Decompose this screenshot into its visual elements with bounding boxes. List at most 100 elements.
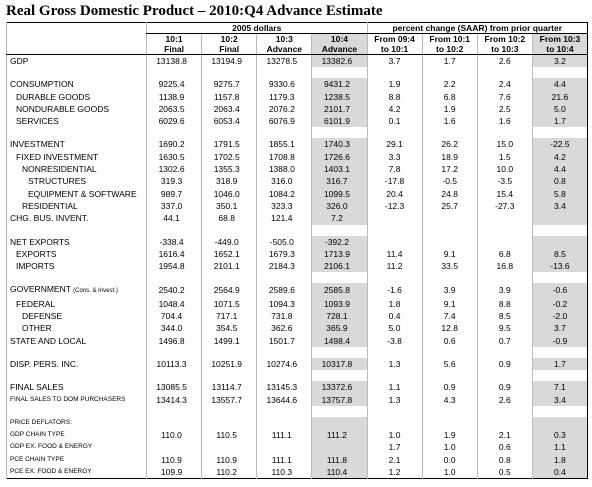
cell [421,416,478,430]
spacer-cell [201,127,257,139]
cell: 16.8 [476,260,533,273]
cell: 0.4 [366,310,423,323]
row-label: NET EXPORTS [6,235,147,248]
data-row: CHG. BUS. INVENT. 44.1 68.8 121.4 7.2 [6,212,588,225]
label-text: GDP CHAIN TYPE [10,431,65,439]
cell: 9225.4 [145,78,202,91]
gdp-table: 2005 dollars percent change (SAAR) from … [6,22,588,480]
group-header: 2005 dollars [146,22,367,34]
cell: 13372.6 [311,381,367,394]
cell: 1355.3 [201,163,257,176]
cell [421,235,478,248]
cell: -12.3 [366,199,423,213]
corner [6,22,147,34]
cell: 1713.9 [311,247,367,261]
cell: 13278.5 [256,54,312,68]
spacer [6,346,588,358]
cell: 1388.0 [256,163,312,176]
cell: 15.4 [476,187,533,200]
cell: 1.6 [476,115,533,128]
spacer [6,272,588,284]
spacer-cell [311,346,367,358]
cell: 110.4 [311,466,367,479]
cell: 9.1 [421,297,478,311]
cell: 1708.8 [256,150,312,164]
cell: 2.4 [476,78,533,91]
cell [366,212,423,225]
label-text: FEDERAL [16,298,56,309]
label-text: NONDURABLE GOODS [16,103,110,114]
cell: -2.0 [531,310,588,323]
cell: 2101.1 [201,260,257,273]
cell: 110.2 [201,466,257,479]
cell: 21.6 [531,90,588,103]
row-label: STATE AND LOCAL [6,334,147,347]
label-note: (Cons. & Invest.) [73,288,118,295]
spacer-cell [311,405,367,417]
cell: 111.1 [256,429,312,442]
header-row: 10:1 10:2 10:3 10:4 From 09:4 From 10:1 From 1… [6,33,588,44]
cell: 5.8 [531,187,588,200]
spacer-cell [311,370,367,382]
label-text: DEFENSE [22,311,63,322]
data-row: GDP EX. FOOD & ENERGY 1.7 1.0 0.6 1.1 [6,441,588,454]
cell: 44.1 [145,212,202,225]
cell: 2564.9 [201,283,257,298]
cell: 13114.7 [201,381,257,394]
cell: 0.4 [531,466,588,479]
cell: 1403.1 [311,163,367,176]
data-row: NONRESIDENTIAL 1302.6 1355.3 1388.0 1403.1 7.… [6,163,588,176]
label-text: EXPORTS [16,248,57,259]
cell [531,212,588,225]
cell: 2585.8 [311,283,367,298]
spacer-cell [145,370,202,382]
row-label: PRICE DEFLATORS: [6,416,147,430]
row-label: RESIDENTIAL [6,199,147,213]
cell: 7.1 [531,381,588,394]
spacer-cell [366,405,423,417]
cell: 2184.3 [256,260,312,273]
cell: 1.8 [366,297,423,311]
label-text: EQUIPMENT & SOFTWARE [28,188,137,199]
cell: -27.3 [476,199,533,213]
label-text: GDP [10,56,29,66]
data-row: SERVICES 6029.6 6053.4 6076.9 6101.9 0.1 1.6 1.… [6,115,588,128]
cell: 0.6 [421,334,478,347]
cell: 717.1 [201,310,257,323]
data-row: DISP. PERS. INC. 10113.3 10251.9 10274.6 103… [6,357,588,371]
cell: 8.5 [476,310,533,323]
spacer-cell [531,127,588,139]
cell [145,441,202,454]
label-text: GDP EX. FOOD & ENERGY [10,443,93,451]
cell: 25.7 [421,199,478,213]
cell: 9330.6 [256,78,312,91]
cell [366,235,423,248]
cell: 1702.5 [201,150,257,164]
cell: 13644.6 [256,393,312,406]
data-row: DEFENSE 704.4 717.1 731.8 728.1 0.4 7.4 8.5 -2.0 [6,310,588,323]
cell: 9431.2 [311,78,367,91]
cell: 1094.3 [256,297,312,311]
spacer-cell [256,346,312,358]
cell: 109.9 [145,466,202,479]
cell: 1855.1 [256,138,312,151]
column-header: From 09:4 [366,33,423,44]
cell: 0.9 [476,357,533,371]
cell: 1690.2 [145,138,202,151]
cell: 365.9 [311,322,367,335]
cell: 1.7 [366,441,423,454]
cell: 1071.5 [201,297,257,311]
spacer-cell [145,346,202,358]
cell: 1791.5 [201,138,257,151]
cell: 319.3 [145,175,202,188]
cell: 362.6 [256,322,312,335]
cell: 110.3 [256,466,312,479]
cell: 10.0 [476,163,533,176]
spacer-cell [476,127,533,139]
spacer-cell [201,224,257,236]
spacer-cell [311,67,367,79]
column-header: 10:3 [256,33,312,44]
cell: 1.2 [366,466,423,479]
label-text: DURABLE GOODS [16,91,91,102]
cell: 989.7 [145,187,202,200]
